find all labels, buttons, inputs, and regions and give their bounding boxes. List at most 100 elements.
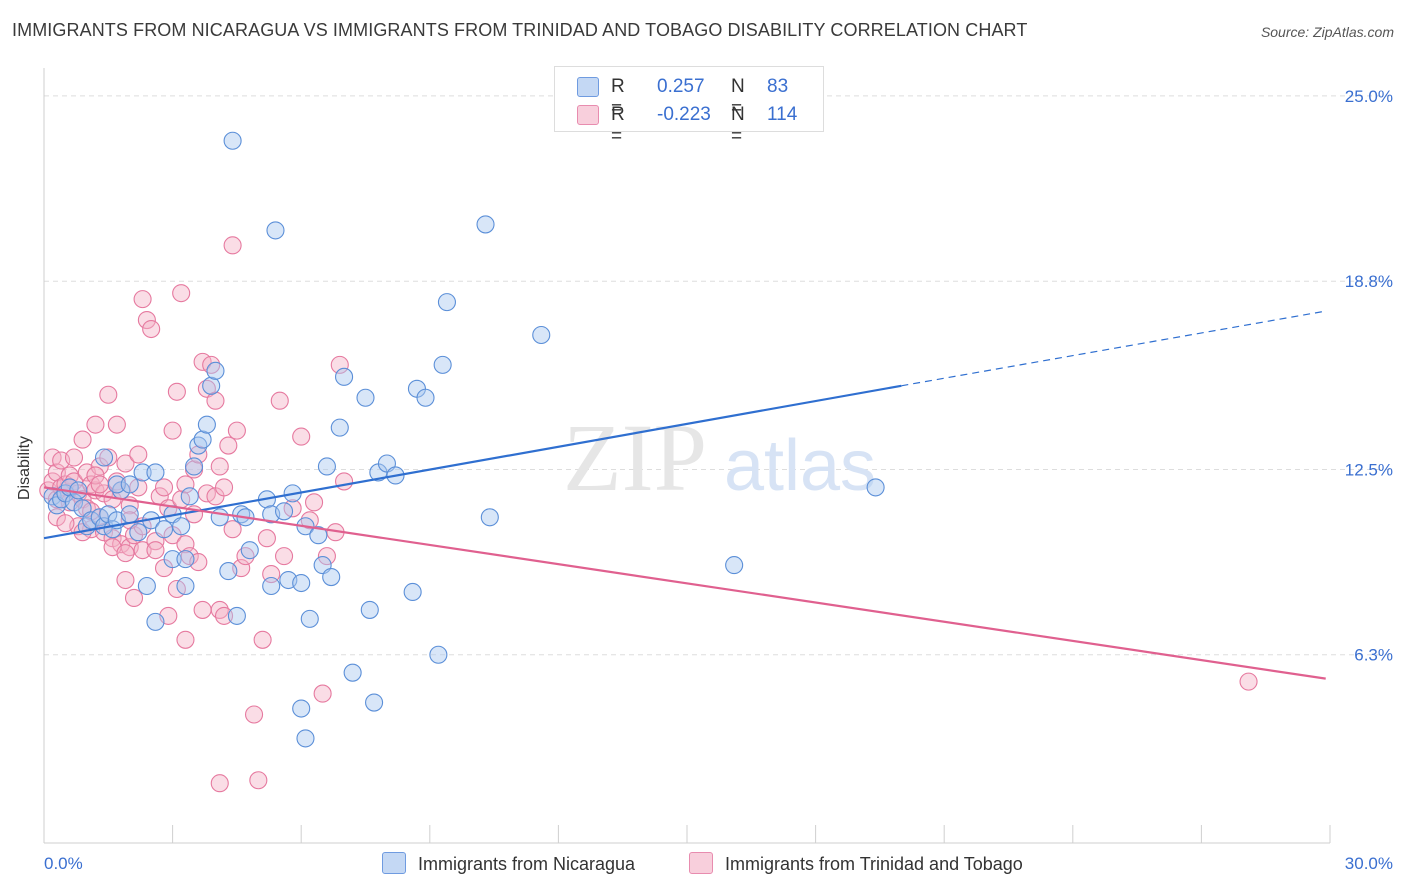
legend-swatch-blue	[577, 77, 599, 97]
x-tick-label: 0.0%	[44, 854, 83, 873]
trinidad-point	[116, 570, 135, 590]
x-tick-label: 30.0%	[1345, 854, 1393, 873]
nicaragua-point	[330, 418, 349, 437]
trend-line-nicaragua	[43, 384, 902, 540]
bottom-legend-label: Immigrants from Trinidad and Tobago	[725, 854, 1023, 874]
trinidad-point	[146, 541, 165, 560]
watermark-zip: ZIP	[563, 404, 707, 511]
trinidad-point	[116, 544, 135, 563]
trinidad-point	[86, 415, 105, 434]
nicaragua-point	[322, 567, 341, 587]
trinidad-point	[172, 284, 191, 303]
nicaragua-point	[184, 457, 204, 476]
series-trinidad-points	[39, 236, 1258, 793]
nicaragua-point	[176, 576, 195, 596]
nicaragua-point	[360, 600, 379, 619]
trinidad-point	[124, 588, 144, 608]
trinidad-point	[313, 684, 332, 703]
nicaragua-point	[480, 508, 499, 527]
bottom-legend-trinidad: Immigrants from Trinidad and Tobago	[689, 852, 1023, 875]
nicaragua-point	[120, 475, 139, 494]
nicaragua-point	[416, 388, 435, 407]
nicaragua-point	[219, 562, 238, 581]
nicaragua-point	[202, 376, 221, 395]
trinidad-point	[129, 445, 148, 464]
trinidad-point	[99, 448, 118, 467]
trinidad-point	[1239, 672, 1258, 691]
nicaragua-point	[296, 729, 315, 748]
trinidad-point	[275, 547, 294, 566]
trinidad-point	[176, 535, 195, 554]
nicaragua-point	[532, 325, 551, 345]
trinidad-point	[223, 236, 242, 255]
trinidad-point	[305, 493, 324, 512]
legend-n-value: 83	[767, 76, 789, 97]
trinidad-point	[257, 529, 276, 548]
trinidad-point	[137, 311, 156, 330]
trinidad-point	[219, 436, 238, 455]
nicaragua-point	[356, 388, 375, 407]
trinidad-point	[330, 355, 349, 374]
y-axis-title: Disability	[16, 435, 33, 500]
nicaragua-point	[146, 463, 165, 482]
nicaragua-point	[133, 463, 152, 482]
nicaragua-point	[343, 663, 362, 682]
y-tick-label: 6.3%	[1354, 646, 1393, 665]
trinidad-point	[210, 457, 229, 476]
nicaragua-point	[180, 487, 199, 506]
nicaragua-point	[317, 457, 336, 476]
nicaragua-point	[725, 556, 744, 575]
nicaragua-point	[266, 221, 285, 240]
nicaragua-point	[120, 505, 139, 524]
nicaragua-point	[163, 550, 182, 569]
trinidad-point	[249, 771, 268, 790]
nicaragua-point	[292, 699, 311, 718]
trinidad-point	[176, 475, 195, 494]
nicaragua-point	[206, 361, 225, 380]
trinidad-point	[206, 391, 225, 410]
trinidad-point	[107, 415, 126, 434]
legend-r-label: R =	[611, 104, 625, 147]
trinidad-point	[176, 630, 195, 649]
legend-n-label: N =	[731, 76, 745, 119]
legend-swatch-pink	[577, 105, 599, 125]
series-nicaragua-points	[43, 107, 885, 748]
trend-line-nicaragua-extension	[901, 310, 1326, 387]
trinidad-point	[116, 454, 135, 473]
trinidad-point	[214, 478, 234, 497]
trinidad-point	[99, 385, 118, 404]
trinidad-point	[223, 520, 242, 539]
nicaragua-point	[866, 478, 885, 497]
legend-r-value: 0.257	[657, 76, 705, 97]
bottom-legend-nicaragua: Immigrants from Nicaragua	[382, 852, 635, 875]
trinidad-point	[335, 472, 354, 491]
trinidad-point	[163, 421, 182, 440]
nicaragua-point	[154, 520, 174, 539]
nicaragua-point	[146, 612, 165, 631]
y-tick-label: 12.5%	[1345, 460, 1393, 479]
nicaragua-point	[176, 550, 195, 569]
watermark-atlas: atlas	[724, 426, 876, 506]
nicaragua-point	[197, 415, 216, 434]
trinidad-point	[317, 547, 336, 566]
trinidad-point	[73, 430, 92, 449]
nicaragua-point	[107, 475, 126, 494]
trinidad-point	[64, 448, 84, 467]
trend-lines	[43, 310, 1326, 680]
nicaragua-point	[94, 448, 114, 467]
trinidad-point	[270, 391, 289, 410]
nicaragua-point	[292, 573, 311, 593]
legend-r-value: -0.223	[657, 104, 711, 125]
legend-n-value: 114	[767, 104, 798, 125]
legend-r-label: R =	[611, 76, 625, 119]
nicaragua-point	[433, 355, 452, 374]
nicaragua-point	[429, 645, 448, 664]
bottom-legend-label: Immigrants from Nicaragua	[418, 854, 636, 874]
trinidad-point	[142, 319, 161, 339]
trinidad-point	[244, 705, 264, 724]
nicaragua-point	[227, 606, 246, 625]
nicaragua-point	[309, 526, 328, 545]
nicaragua-point	[403, 582, 422, 602]
nicaragua-point	[240, 541, 259, 560]
